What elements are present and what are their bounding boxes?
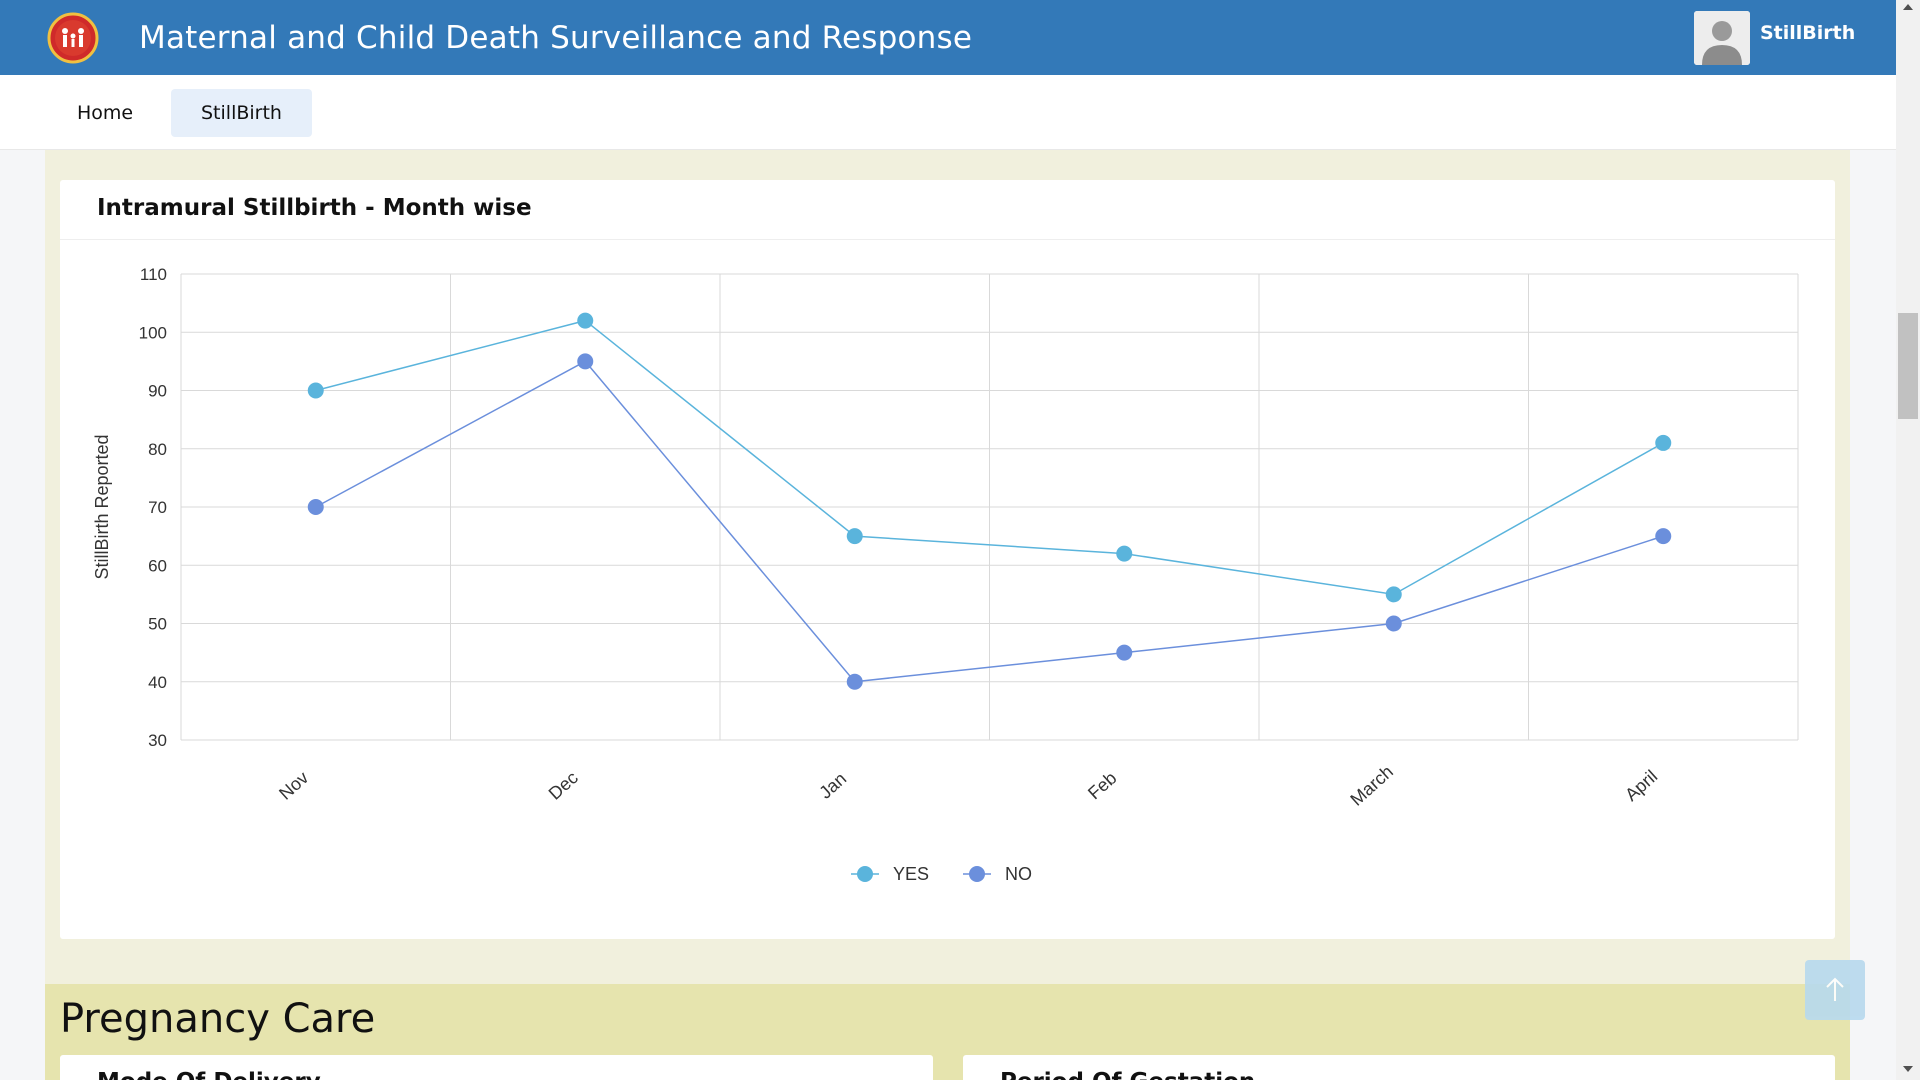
legend-marker-yes [857,866,873,882]
user-name[interactable]: StillBirth [1760,22,1856,44]
y-tick-label: 60 [148,556,167,575]
chart-card: Intramural Stillbirth - Month wise [60,180,1835,939]
nav-bar: Home StillBirth [0,75,1896,150]
data-point-no [307,499,324,515]
app-title: Maternal and Child Death Surveillance an… [139,20,973,56]
data-point-yes [1385,586,1402,603]
x-tick-label: Jan [815,768,850,802]
data-point-yes [577,312,594,329]
y-axis-label: StillBirth Reported [92,434,112,579]
nav-item-home[interactable]: Home [77,102,134,124]
data-point-yes [307,382,324,399]
data-point-yes [1116,545,1133,562]
data-point-yes [846,528,863,545]
y-tick-label: 90 [148,382,167,401]
family-emblem-icon[interactable] [42,12,104,64]
y-tick-label: 100 [139,323,167,342]
nav-item-stillbirth[interactable]: StillBirth [171,89,312,137]
x-tick-label: Dec [545,767,582,803]
back-to-top-button[interactable] [1805,960,1865,1020]
y-tick-label: 30 [148,731,167,750]
card-title: Intramural Stillbirth - Month wise [97,195,532,221]
y-tick-label: 80 [148,440,167,459]
legend-marker-no [969,866,985,882]
series-line-yes [315,319,1664,596]
section-title: Pregnancy Care [60,996,376,1042]
series-line-no [315,360,1664,683]
scroll-down-icon[interactable] [1903,1066,1913,1072]
subcard-title: Mode Of Delivery [97,1069,321,1080]
data-point-no [1655,528,1672,545]
scroll-thumb[interactable] [1898,313,1918,419]
data-point-no [846,673,863,690]
data-point-yes [1655,434,1672,451]
subcard-title: Period Of Gestation [1000,1069,1255,1080]
top-header: Maternal and Child Death Surveillance an… [0,0,1896,75]
legend-label-yes: YES [893,864,929,884]
x-tick-label: April [1621,766,1661,805]
arrow-up-icon [1826,977,1844,1001]
data-point-no [1385,615,1402,632]
line-chart: 110 100 90 80 70 60 50 40 30 Nov Dec Jan Feb March Apr… [92,265,1799,884]
legend-label-no: NO [1005,864,1032,884]
scroll-up-icon[interactable] [1903,4,1913,10]
data-point-no [577,353,594,370]
card-header: Intramural Stillbirth - Month wise [60,180,1835,240]
x-tick-label: March [1346,761,1397,809]
y-tick-label: 40 [148,673,167,692]
page-scrollbar[interactable] [1896,0,1920,1080]
x-tick-label: Nov [275,767,312,803]
period-of-gestation-card: Period Of Gestation [963,1055,1835,1080]
x-tick-label: Feb [1084,768,1120,804]
y-tick-label: 50 [148,615,167,634]
y-tick-label: 70 [148,498,167,517]
data-point-no [1116,644,1133,661]
user-avatar-icon[interactable] [1694,11,1750,65]
mode-of-delivery-card: Mode Of Delivery [60,1055,933,1080]
y-tick-label: 110 [140,265,167,284]
